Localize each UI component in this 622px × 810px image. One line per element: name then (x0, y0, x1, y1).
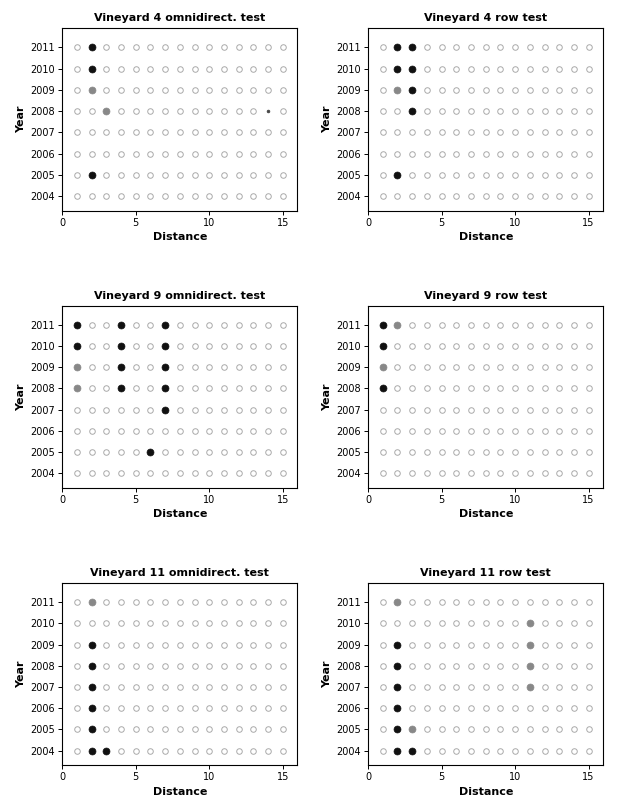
Title: Vineyard 11 row test: Vineyard 11 row test (420, 568, 551, 578)
Y-axis label: Year: Year (322, 660, 332, 688)
X-axis label: Distance: Distance (152, 509, 207, 519)
X-axis label: Distance: Distance (458, 787, 513, 796)
Title: Vineyard 9 omnidirect. test: Vineyard 9 omnidirect. test (94, 291, 266, 301)
X-axis label: Distance: Distance (458, 232, 513, 242)
Title: Vineyard 4 omnidirect. test: Vineyard 4 omnidirect. test (94, 14, 266, 23)
Y-axis label: Year: Year (16, 660, 26, 688)
Y-axis label: Year: Year (16, 106, 26, 134)
X-axis label: Distance: Distance (152, 232, 207, 242)
Title: Vineyard 4 row test: Vineyard 4 row test (424, 14, 547, 23)
X-axis label: Distance: Distance (458, 509, 513, 519)
Y-axis label: Year: Year (322, 106, 332, 134)
Y-axis label: Year: Year (16, 383, 26, 411)
Title: Vineyard 9 row test: Vineyard 9 row test (424, 291, 547, 301)
Y-axis label: Year: Year (322, 383, 332, 411)
X-axis label: Distance: Distance (152, 787, 207, 796)
Title: Vineyard 11 omnidirect. test: Vineyard 11 omnidirect. test (90, 568, 269, 578)
